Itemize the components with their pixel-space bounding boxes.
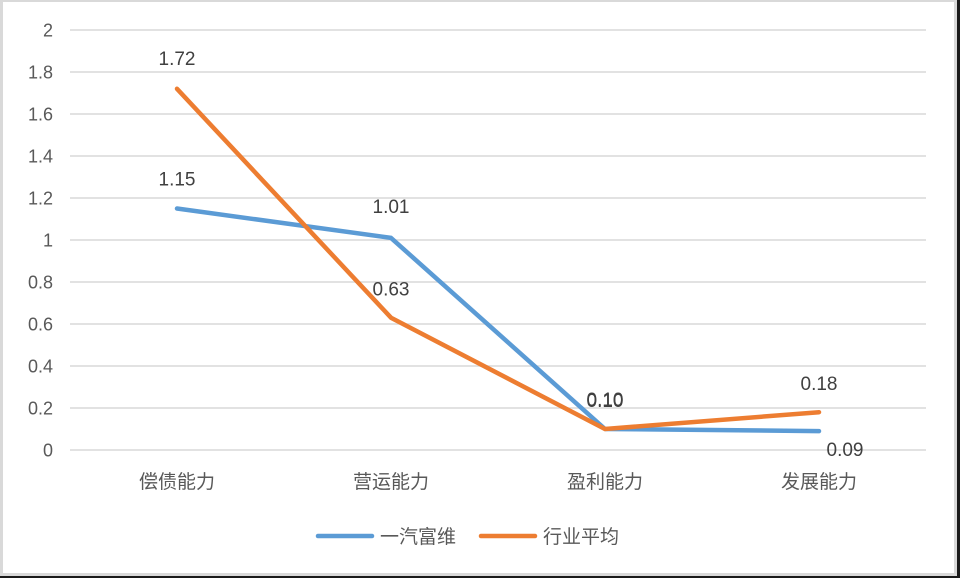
data-label: 1.15 [159, 170, 196, 191]
y-tick-label: 1.6 [28, 105, 53, 125]
y-tick-label: 0.6 [28, 315, 53, 335]
window-edge-right [957, 0, 960, 578]
window-edge-bottom [0, 576, 960, 578]
data-label: 0.63 [373, 280, 410, 301]
y-tick-label: 1.4 [28, 147, 53, 167]
y-tick-label: 0.2 [28, 399, 53, 419]
y-tick-label: 1.2 [28, 189, 53, 209]
data-labels: 1.151.010.100.091.720.630.100.18 [159, 49, 864, 461]
y-tick-label: 0.4 [28, 357, 53, 377]
x-axis: 偿债能力 营运能力 盈利能力 发展能力 [139, 471, 857, 493]
x-category-label: 偿债能力 [139, 471, 215, 493]
data-label: 0.10 [587, 391, 624, 412]
series-line-0 [174, 206, 822, 434]
y-tick-label: 2 [43, 21, 53, 41]
y-tick-label: 1.8 [28, 63, 53, 83]
series-lines [174, 86, 822, 434]
data-label: 1.72 [159, 49, 196, 70]
x-category-label: 营运能力 [353, 471, 429, 493]
legend-label: 一汽富维 [380, 526, 456, 548]
data-label: 0.10 [587, 390, 624, 411]
legend: 一汽富维 行业平均 [315, 526, 619, 548]
legend-label: 行业平均 [543, 526, 619, 548]
data-label: 1.01 [373, 197, 410, 218]
legend-item-0[interactable]: 一汽富维 [315, 526, 456, 548]
y-tick-label: 0 [43, 441, 53, 461]
legend-item-1[interactable]: 行业平均 [478, 526, 619, 548]
y-axis: 0 0.2 0.4 0.6 0.8 1 1.2 1.4 1.6 1.8 2 [28, 21, 53, 461]
x-category-label: 发展能力 [781, 471, 857, 493]
data-label: 0.09 [827, 440, 864, 461]
gridlines [70, 29, 926, 451]
data-label: 0.18 [801, 374, 838, 395]
y-tick-label: 0.8 [28, 273, 53, 293]
x-category-label: 盈利能力 [567, 471, 643, 493]
series-line-1 [174, 86, 822, 432]
y-tick-label: 1 [43, 231, 53, 251]
